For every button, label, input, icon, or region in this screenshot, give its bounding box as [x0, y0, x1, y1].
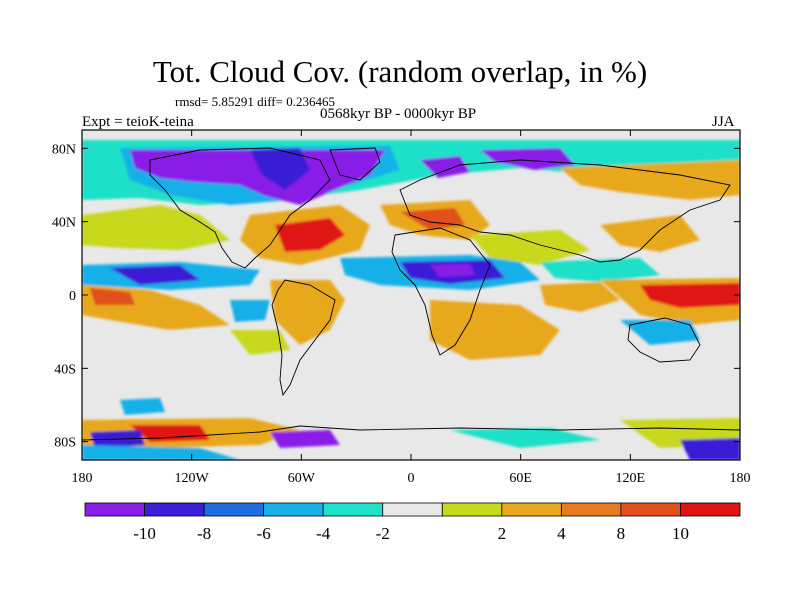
anomaly-region: [560, 160, 740, 200]
lat-tick-label: 40S: [54, 362, 76, 377]
anomaly-region: [640, 283, 740, 308]
colorbar: -10 -8 -6 -4 -2 2 4 8 10: [84, 502, 741, 543]
anomaly-region: [430, 264, 475, 277]
lat-tick-label: 80S: [54, 436, 76, 451]
coastline-greenland: [329, 147, 381, 181]
latitude-axis: 80N 40N 0 40S 80S: [52, 142, 740, 451]
lon-tick-label: 180: [730, 471, 751, 486]
coastline-africa: [391, 227, 491, 356]
lon-tick-label: 60W: [288, 471, 316, 486]
anomaly-region: [540, 258, 660, 282]
anomaly-region: [82, 445, 240, 460]
colorbar-label: 8: [617, 524, 626, 543]
colorbar-label: -4: [316, 524, 331, 543]
anomaly-region: [420, 156, 470, 178]
anomaly-region: [600, 215, 700, 252]
lon-tick-label: 120E: [616, 471, 646, 486]
colorbar-swatch: [560, 502, 622, 517]
colorbar-label: -10: [133, 524, 156, 543]
anomaly-region: [270, 430, 340, 448]
anomaly-region: [400, 208, 465, 230]
anomaly-region: [470, 230, 590, 265]
map-panel: 180 120W 60W 0 60E 120E 180 80N 40N 0 40S 80S: [52, 129, 751, 486]
anomaly-region: [120, 398, 165, 415]
anomaly-region: [620, 320, 700, 345]
colorbar-swatch: [620, 502, 681, 517]
anomaly-region: [130, 425, 210, 442]
anomaly-region: [450, 428, 600, 448]
anomaly-field: [82, 140, 740, 460]
lon-tick-label: 180: [72, 471, 93, 486]
colorbar-swatch: [84, 502, 145, 517]
colorbar-swatch: [203, 502, 265, 517]
lon-tick-label: 0: [408, 471, 415, 486]
anomaly-region: [275, 218, 345, 252]
coastline-north-america: [149, 147, 331, 269]
anomaly-region: [540, 282, 620, 312]
season-label: JJA: [712, 114, 735, 130]
colorbar-swatch: [501, 502, 562, 517]
coastline-south-america: [271, 279, 336, 397]
colorbar-label: -2: [376, 524, 390, 543]
experiment-label: Expt = teioK-teina: [82, 114, 194, 130]
period-label: 0568kyr BP - 0000kyr BP: [320, 106, 477, 122]
anomaly-region: [250, 148, 310, 190]
anomaly-region: [110, 265, 200, 285]
anomaly-region: [130, 150, 385, 205]
colorbar-label: -6: [257, 524, 271, 543]
colorbar-swatch: [322, 502, 384, 517]
anomaly-region: [270, 280, 345, 345]
map-title: Tot. Cloud Cov. (random overlap, in %): [152, 54, 648, 89]
colorbar-swatch: [382, 502, 443, 517]
anomaly-region: [680, 438, 740, 460]
lat-tick-label: 80N: [52, 142, 76, 157]
lon-tick-label: 120W: [175, 471, 210, 486]
colorbar-label: -8: [197, 524, 211, 543]
colorbar-label: 4: [557, 524, 566, 543]
anomaly-region: [82, 205, 230, 250]
longitude-axis: 180 120W 60W 0 60E 120E 180: [72, 130, 751, 486]
colorbar-swatch: [680, 502, 741, 517]
coastline-europe-asia: [399, 159, 731, 263]
coastline-australia: [627, 317, 701, 363]
coastline-antarctica: [82, 425, 740, 441]
coastlines: [82, 147, 740, 441]
colorbar-label: 10: [672, 524, 689, 543]
anomaly-region: [430, 300, 560, 360]
lat-tick-label: 0: [69, 289, 76, 304]
colorbar-swatch: [263, 502, 324, 517]
anomaly-region: [230, 330, 290, 355]
colorbar-swatch: [144, 502, 205, 517]
colorbar-swatch: [441, 502, 503, 517]
anomaly-region: [230, 300, 270, 322]
anomaly-region: [90, 288, 135, 305]
anomaly-region: [480, 148, 575, 170]
colorbar-label: 2: [498, 524, 507, 543]
lat-tick-label: 40N: [52, 216, 76, 231]
lon-tick-label: 60E: [509, 471, 532, 486]
stats-label: rmsd= 5.85291 diff= 0.236465: [175, 94, 335, 109]
